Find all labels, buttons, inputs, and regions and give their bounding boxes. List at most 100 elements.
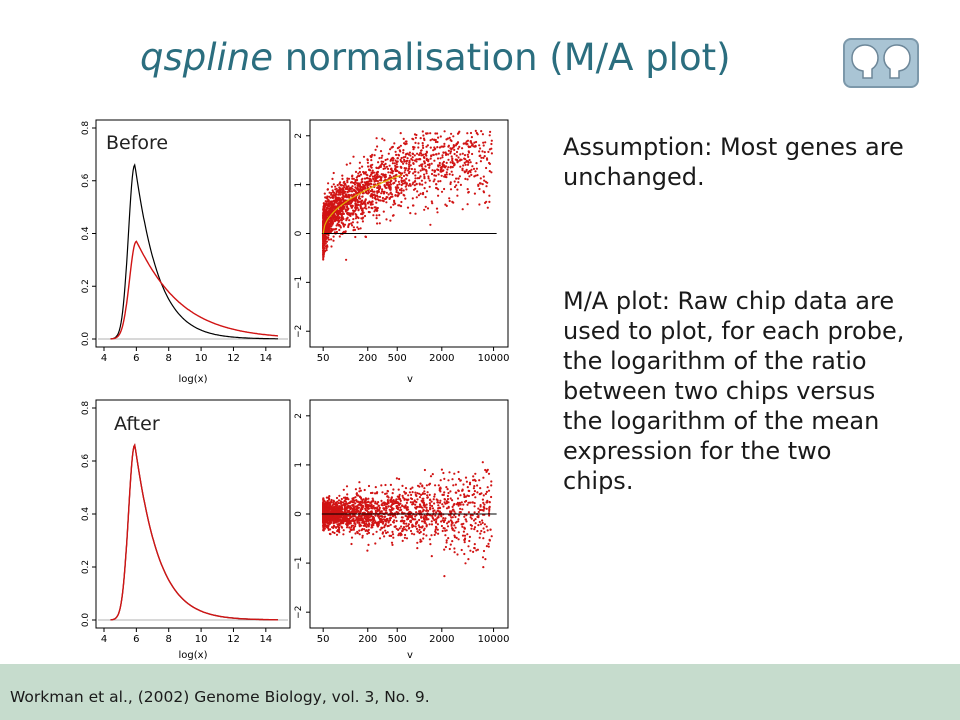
scatter-point — [345, 514, 348, 517]
scatter-point — [461, 508, 464, 511]
scatter-point — [427, 175, 430, 178]
scatter-point — [398, 527, 401, 530]
scatter-point — [372, 214, 375, 217]
scatter-point — [323, 205, 327, 208]
scatter-point — [404, 169, 407, 172]
scatter-point — [482, 566, 485, 569]
scatter-point — [434, 484, 437, 487]
scatter-point — [443, 477, 446, 480]
scatter-point — [340, 217, 343, 220]
scatter-point — [381, 522, 385, 525]
scatter-point — [452, 164, 456, 167]
scatter-point — [404, 492, 407, 495]
scatter-point — [472, 475, 475, 478]
scatter-point — [352, 155, 355, 158]
scatter-point — [349, 514, 352, 517]
scatter-point — [435, 207, 439, 210]
scatter-point — [446, 494, 449, 498]
scatter-point — [374, 178, 377, 181]
scatter-point — [464, 177, 467, 180]
scatter-point — [428, 185, 431, 188]
scatter-point — [465, 140, 468, 143]
scatter-point — [390, 167, 393, 170]
scatter-point — [364, 508, 367, 512]
scatter-point — [432, 153, 435, 156]
scatter-point — [436, 528, 439, 531]
scatter-point — [436, 523, 439, 526]
scatter-point — [397, 204, 400, 207]
scatter-point — [425, 503, 428, 506]
scatter-point — [422, 533, 425, 536]
scatter-point — [490, 480, 493, 483]
scatter-point — [437, 168, 440, 172]
scatter-point — [396, 195, 399, 198]
scatter-point — [424, 514, 427, 518]
scatter-point — [428, 482, 432, 485]
scatter-point — [375, 171, 378, 174]
scatter-point — [408, 179, 411, 182]
scatter-point — [476, 515, 479, 518]
scatter-point — [452, 145, 456, 148]
scatter-point — [416, 492, 419, 495]
scatter-point — [350, 190, 353, 193]
scatter-point — [372, 177, 375, 180]
scatter-point — [331, 189, 334, 192]
scatter-point — [453, 472, 456, 475]
scatter-point — [484, 141, 487, 144]
scatter-point — [355, 499, 358, 502]
scatter-point — [332, 171, 335, 175]
scatter-point — [326, 228, 329, 231]
scatter-point — [440, 468, 443, 471]
scatter-point — [400, 160, 403, 163]
scatter-point — [354, 206, 357, 209]
scatter-point — [447, 153, 450, 156]
scatter-point — [488, 514, 491, 517]
scatter-point — [380, 499, 383, 502]
scatter-point — [465, 480, 468, 483]
scatter-point — [443, 527, 446, 530]
scatter-point — [322, 214, 325, 217]
scatter-point — [458, 175, 461, 178]
scatter-point — [476, 548, 479, 551]
scatter-point — [336, 184, 339, 187]
scatter-point — [346, 502, 349, 505]
scatter-point — [372, 499, 375, 502]
scatter-point — [363, 200, 366, 204]
scatter-point — [402, 189, 405, 192]
scatter-point — [447, 537, 450, 540]
scatter-point — [366, 506, 369, 509]
scatter-point — [327, 528, 330, 531]
scatter-point — [383, 503, 386, 506]
scatter-point — [488, 538, 491, 541]
scatter-point — [477, 507, 480, 510]
scatter-point — [452, 135, 455, 138]
scatter-point — [446, 525, 450, 528]
scatter-point — [418, 505, 421, 508]
scatter-point — [338, 207, 342, 210]
after-density-xlabel: log(x) — [179, 650, 208, 661]
x-tick-label: 10 — [195, 353, 208, 364]
scatter-point — [330, 192, 333, 195]
scatter-point — [485, 545, 488, 548]
scatter-point — [354, 235, 357, 239]
scatter-point — [456, 553, 459, 556]
scatter-point — [414, 491, 417, 494]
before-density-red-line — [110, 240, 279, 340]
scatter-point — [475, 162, 478, 165]
scatter-point — [468, 481, 472, 484]
scatter-point — [481, 556, 485, 559]
scatter-point — [337, 221, 340, 224]
scatter-point — [393, 519, 396, 522]
scatter-point — [358, 487, 361, 490]
scatter-point — [366, 161, 369, 164]
scatter-point — [455, 150, 459, 154]
scatter-point — [374, 148, 377, 151]
scatter-point — [462, 142, 465, 145]
scatter-point — [478, 479, 481, 482]
scatter-point — [421, 167, 424, 170]
scatter-point — [389, 159, 392, 162]
scatter-point — [398, 532, 401, 535]
scatter-point — [337, 510, 341, 513]
scatter-point — [439, 499, 442, 502]
scatter-point — [483, 531, 486, 534]
